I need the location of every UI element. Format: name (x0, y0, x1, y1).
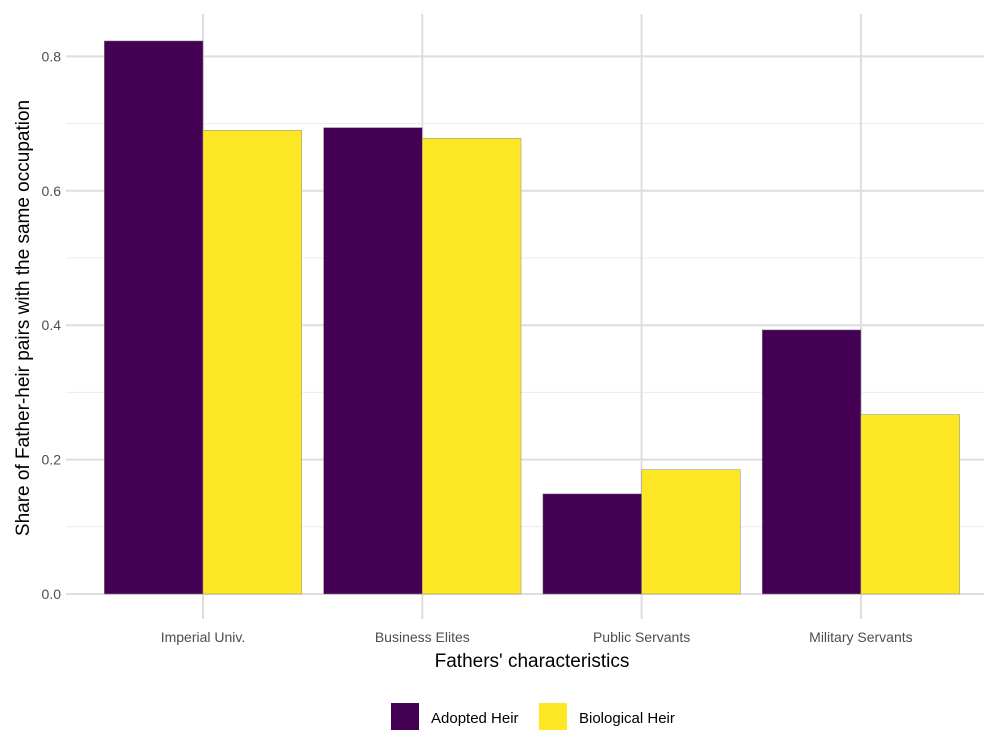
y-axis-title: Share of Father-heir pairs with the same… (13, 100, 34, 536)
bar-biological-heir-3 (860, 414, 960, 595)
y-tick-label: 0.6 (42, 183, 62, 199)
legend-label: Adopted Heir (431, 710, 519, 727)
y-tick-label: 0.4 (42, 317, 62, 333)
x-tick-label: Public Servants (593, 629, 690, 645)
y-tick-label: 0.8 (42, 48, 62, 64)
x-axis-title: Fathers' characteristics (435, 651, 630, 672)
bar-adopted-heir-3 (761, 329, 862, 595)
bars (104, 40, 960, 595)
y-tick-label: 0.2 (42, 452, 62, 468)
bar-biological-heir-1 (422, 138, 522, 595)
y-tick-label: 0.0 (42, 586, 62, 602)
x-tick-label: Business Elites (375, 629, 470, 645)
legend-swatch-adopted-heir (391, 703, 419, 730)
legend-swatch-biological-heir (539, 703, 567, 730)
bar-biological-heir-2 (641, 469, 741, 595)
x-tick-label: Imperial Univ. (161, 629, 246, 645)
x-tick-label: Military Servants (809, 629, 912, 645)
bar-biological-heir-0 (202, 130, 302, 595)
bar-adopted-heir-2 (542, 493, 642, 595)
legend-label: Biological Heir (579, 710, 675, 727)
bar-adopted-heir-0 (104, 40, 204, 595)
legend: Adopted Heir Biological Heir (391, 703, 675, 730)
x-tick-labels: Imperial Univ. Business Elites Public Serv… (161, 629, 913, 645)
y-tick-labels: 0.0 0.2 0.4 0.6 0.8 (42, 48, 62, 602)
bar-adopted-heir-1 (323, 127, 423, 595)
